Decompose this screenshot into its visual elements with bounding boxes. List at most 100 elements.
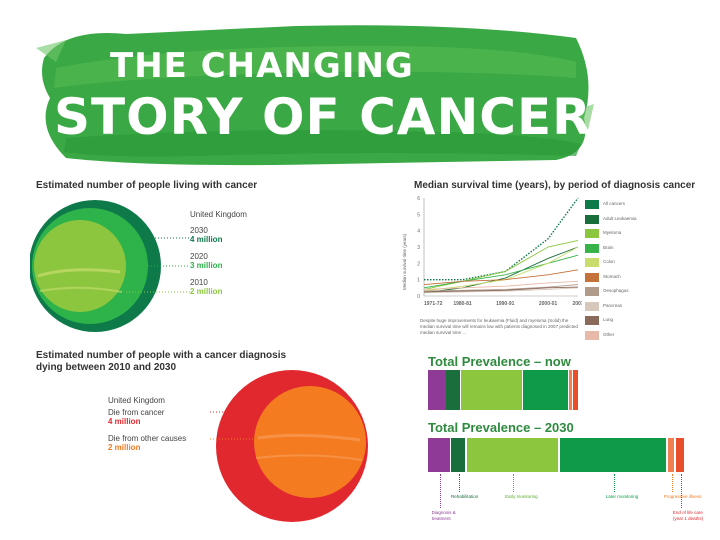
prevalence-segment (428, 370, 446, 410)
stage-marker-line (613, 474, 615, 492)
dying-title-line1: Estimated number of people with a cancer… (36, 350, 287, 361)
y-tick-label: 6 (417, 196, 420, 202)
stage-label: Early monitoring (505, 494, 538, 499)
prevalence-segment (559, 438, 667, 472)
x-tick-label: 1980-81 (453, 301, 472, 307)
series-line (423, 287, 579, 294)
prevalence-segment (451, 438, 466, 472)
legend-entry: Brain (585, 243, 685, 254)
series-line (423, 284, 579, 292)
legend-label: Pancreas (603, 302, 623, 308)
stage-label: Diagnosis & treatment (431, 510, 456, 521)
dying-label: Die from cancer (108, 408, 165, 417)
living-value: 4 million (190, 235, 223, 244)
dying-region: United Kingdom (108, 396, 165, 405)
prevalence-segment (446, 370, 460, 410)
legend-swatch (585, 243, 599, 253)
legend-swatch (585, 229, 599, 238)
prevalence-segment (460, 370, 523, 410)
living-year: 2010 (190, 278, 208, 287)
legend-entry: Other (585, 330, 685, 341)
prevalence-segment (523, 370, 568, 410)
banner-title-line2: STORY OF CANCER (54, 88, 592, 146)
stage-label: Later monitoring (605, 494, 639, 499)
legend-swatch (585, 301, 599, 311)
legend-label: Stomach (603, 273, 621, 279)
legend-label: Myeloma (603, 230, 622, 235)
living-circles (30, 200, 190, 332)
prevalence-segment (428, 438, 450, 472)
legend-label: Other (603, 331, 615, 337)
living-region: United Kingdom (190, 210, 247, 219)
living-year: 2030 (190, 226, 208, 235)
survival-ylabel: Median survival time (years) (402, 233, 407, 290)
y-tick-label: 1 (417, 278, 420, 284)
prevalence-2030-bar (428, 438, 686, 472)
legend-label: Brain (603, 244, 614, 250)
dying-value: 2 million (108, 443, 141, 452)
legend-label: All cancers (603, 201, 626, 206)
prevalence-segment (675, 438, 685, 472)
y-tick-label: 0 (417, 294, 420, 300)
legend-swatch (585, 258, 599, 267)
survival-chart: 0 1 2 3 4 5 6 1971-72 1980-81 1990-91 2000-01 2007 (417, 196, 582, 307)
dying-row-cancer: Die from cancer 4 million (108, 408, 164, 426)
living-title: Estimated number of people living with c… (36, 180, 258, 191)
prevalence-segment (667, 438, 675, 472)
survival-axes (423, 198, 578, 297)
stage-marker-line (439, 474, 441, 508)
legend-label: Adult Leukaemia (603, 215, 637, 221)
survival-title: Median survival time (years), by period … (414, 180, 696, 191)
series-line (423, 240, 579, 290)
living-row-2010: 2010 2 million (190, 278, 222, 296)
legend-swatch (585, 287, 599, 296)
stage-marker-line (680, 474, 682, 508)
x-tick-label: 2000-01 (539, 301, 558, 307)
prevalence-now-title: Total Prevalence – now (428, 354, 571, 369)
legend-swatch (585, 316, 599, 325)
legend-label: Oesophagus (603, 288, 629, 293)
stage-marker-line (671, 474, 673, 492)
legend-entry: All cancers (585, 200, 685, 210)
legend-entry: Oesophagus (585, 287, 685, 297)
banner-title-line1: THE CHANGING (110, 46, 414, 86)
legend-swatch (585, 200, 599, 209)
series-line (423, 254, 579, 289)
dying-row-other: Die from other causes 2 million (108, 434, 186, 452)
dying-label: Die from other causes (108, 434, 187, 443)
prevalence-now-bar (428, 370, 578, 410)
survival-note: Despite huge improvements for leukaemia … (420, 318, 578, 335)
series-line (423, 269, 579, 286)
banner-brush (36, 25, 594, 166)
stage-label: Progressive illness (663, 494, 702, 499)
stage-label: Rehabilitation (450, 494, 479, 499)
stage-label: End of life care (year 1 deaths) (672, 510, 704, 521)
prevalence-segment (572, 370, 578, 410)
prevalence-2030-title: Total Prevalence – 2030 (428, 420, 574, 435)
living-value: 3 million (190, 261, 223, 270)
dying-title-line2: dying between 2010 and 2030 (36, 362, 177, 373)
legend-entry: Stomach (585, 272, 685, 283)
dying-value: 4 million (108, 417, 141, 426)
legend-label: Lung (603, 317, 614, 322)
legend-entry: Pancreas (585, 301, 685, 312)
legend-label: Colon (603, 259, 615, 264)
legend-entry: Myeloma (585, 229, 685, 239)
series-line (423, 280, 579, 290)
legend-entry: Lung (585, 316, 685, 326)
legend-swatch (585, 214, 599, 224)
stage-marker-line (513, 474, 515, 492)
dying-circles (210, 370, 368, 522)
living-row-2030: 2030 4 million (190, 226, 222, 244)
y-tick-label: 2 (417, 261, 420, 267)
legend-swatch (585, 330, 599, 340)
x-tick-label: 2007 (572, 301, 582, 307)
legend-entry: Adult Leukaemia (585, 214, 685, 225)
x-tick-label: 1971-72 (424, 301, 443, 307)
living-value: 2 million (190, 287, 223, 296)
living-year: 2020 (190, 252, 208, 261)
y-tick-label: 5 (417, 212, 420, 218)
legend-swatch (585, 272, 599, 282)
x-tick-label: 1990-91 (496, 301, 515, 307)
series-line (423, 246, 579, 294)
